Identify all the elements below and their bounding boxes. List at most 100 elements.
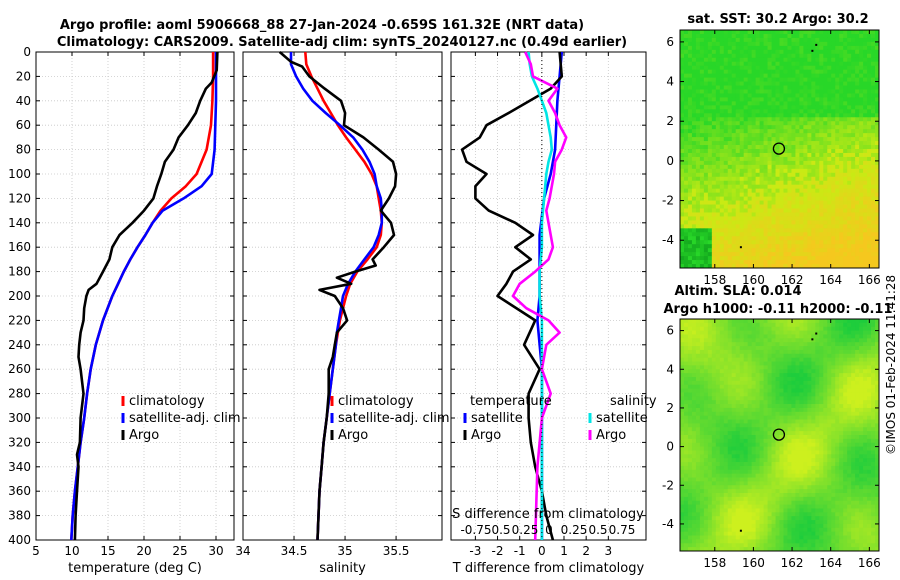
map-cell xyxy=(759,353,764,359)
map-cell xyxy=(727,334,733,339)
map-cell xyxy=(851,396,856,401)
map-cell xyxy=(703,442,709,447)
map-cell xyxy=(680,149,685,154)
map-cell xyxy=(743,160,749,166)
map-cell xyxy=(751,133,757,138)
map-cell xyxy=(763,152,768,158)
map-cell xyxy=(855,200,860,205)
map-cell xyxy=(711,423,717,428)
map-cell xyxy=(703,196,709,201)
map-cell xyxy=(787,141,792,146)
map-cell xyxy=(695,419,701,424)
map-cell xyxy=(723,101,729,106)
map-cell xyxy=(779,256,784,261)
map-cell xyxy=(755,326,760,331)
map-cell xyxy=(727,176,733,182)
map-cell xyxy=(875,65,880,71)
map-cell xyxy=(739,322,745,328)
map-cell xyxy=(851,216,856,221)
map-cell xyxy=(719,349,725,355)
map-cell xyxy=(859,427,864,432)
map-cell xyxy=(827,361,832,366)
map-cell xyxy=(723,248,729,253)
map-cell xyxy=(875,404,880,409)
map-cell xyxy=(795,97,800,102)
map-cell xyxy=(855,77,860,82)
map-cell xyxy=(807,338,812,343)
map-cell xyxy=(875,93,880,98)
map-cell xyxy=(759,105,764,110)
map-cell xyxy=(847,156,852,162)
map-cell xyxy=(715,338,721,343)
map-cell xyxy=(731,69,737,75)
map-cell xyxy=(803,57,808,63)
map-cell xyxy=(680,133,685,138)
map-cell xyxy=(855,196,860,201)
map-cell xyxy=(779,129,784,134)
map-cell xyxy=(747,415,753,420)
map-cell xyxy=(747,260,753,265)
map-cell xyxy=(875,319,880,324)
map-cell xyxy=(775,200,780,205)
map-cell xyxy=(711,117,717,122)
map-cell xyxy=(767,338,772,343)
map-cell xyxy=(695,338,701,343)
map-cell xyxy=(875,149,880,154)
map-cell xyxy=(863,388,868,393)
map-cell xyxy=(715,427,721,432)
map-cell xyxy=(731,41,737,47)
map-cell xyxy=(871,388,876,393)
map-cell xyxy=(775,411,780,417)
map-cell xyxy=(739,152,745,158)
map-cell xyxy=(735,369,741,374)
map-cell xyxy=(699,212,705,217)
map-cell xyxy=(703,113,709,118)
map-cell xyxy=(787,53,792,59)
map-cell xyxy=(771,160,776,166)
map-cell xyxy=(747,438,753,444)
map-cell xyxy=(711,65,717,71)
map-cell xyxy=(707,41,713,47)
map-cell xyxy=(751,97,757,102)
map-cell xyxy=(775,137,780,142)
map-cell xyxy=(759,141,764,146)
island-marker xyxy=(815,43,818,46)
map-cell xyxy=(859,216,864,221)
map-cell xyxy=(863,396,868,401)
map-cell xyxy=(875,77,880,82)
map-cell xyxy=(819,180,824,186)
map-cell xyxy=(871,156,876,162)
map-cell xyxy=(847,407,852,413)
map-cell xyxy=(727,121,733,126)
map-cell xyxy=(743,93,749,98)
map-cell xyxy=(719,388,725,393)
map-cell xyxy=(831,431,836,436)
map-cell xyxy=(847,133,852,138)
map-cell xyxy=(735,81,741,86)
map-cell xyxy=(783,125,788,130)
map-cell xyxy=(871,137,876,142)
map-cell xyxy=(731,353,737,359)
map-cell xyxy=(851,319,856,324)
map-cell xyxy=(803,427,808,432)
map-cell xyxy=(827,353,832,359)
map-cell xyxy=(811,145,816,150)
map-cell xyxy=(815,252,820,257)
map-cell xyxy=(811,152,816,158)
map-cell xyxy=(839,224,844,229)
map-cell xyxy=(831,196,836,201)
map-cell xyxy=(843,369,848,374)
map-cell xyxy=(735,431,741,436)
map-cell xyxy=(711,369,717,374)
map-cell xyxy=(747,184,753,190)
map-cell xyxy=(823,204,828,209)
map-cell xyxy=(827,172,832,178)
map-cell xyxy=(843,101,848,106)
map-cell xyxy=(711,396,717,401)
map-cell xyxy=(719,353,725,359)
map-cell xyxy=(767,365,772,370)
map-cell xyxy=(811,369,816,374)
map-cell xyxy=(783,145,788,150)
map-cell xyxy=(763,49,768,55)
map-cell xyxy=(699,248,705,253)
